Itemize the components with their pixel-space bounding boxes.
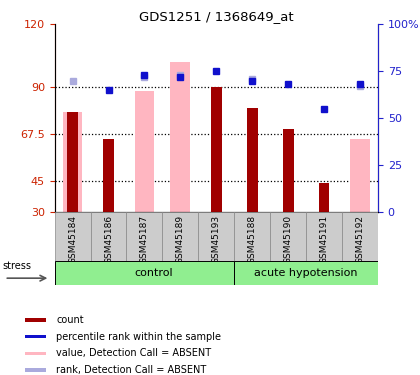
Bar [211,87,222,212]
Bar [283,129,294,212]
Text: GSM45192: GSM45192 [356,215,365,264]
Bar [55,261,234,285]
Text: rank, Detection Call = ABSENT: rank, Detection Call = ABSENT [56,365,206,375]
Bar [25,318,46,321]
Text: GSM45184: GSM45184 [68,215,77,264]
Bar [55,212,91,261]
Bar [25,351,46,355]
Bar [270,212,306,261]
Text: GSM45187: GSM45187 [140,215,149,264]
Bar [25,368,46,372]
Text: acute hypotension: acute hypotension [255,268,358,278]
Bar [67,112,78,212]
Bar [198,212,234,261]
Text: GSM45189: GSM45189 [176,215,185,264]
Text: count: count [56,315,84,325]
Bar [234,212,270,261]
Bar [134,91,154,212]
Bar [306,212,342,261]
Bar [350,139,370,212]
Bar [171,62,190,212]
Bar [234,261,378,285]
Bar [25,334,46,338]
Text: control: control [134,268,173,278]
Bar [103,139,114,212]
Text: GSM45193: GSM45193 [212,215,221,264]
Text: GSM45188: GSM45188 [248,215,257,264]
Text: GSM45191: GSM45191 [320,215,328,264]
Bar [63,112,82,212]
Title: GDS1251 / 1368649_at: GDS1251 / 1368649_at [139,10,294,23]
Text: percentile rank within the sample: percentile rank within the sample [56,332,221,342]
Text: GSM45190: GSM45190 [284,215,293,264]
Bar [91,212,126,261]
Bar [163,212,198,261]
Text: stress: stress [3,261,32,271]
Bar [126,212,163,261]
Bar [247,108,257,212]
Text: GSM45186: GSM45186 [104,215,113,264]
Text: value, Detection Call = ABSENT: value, Detection Call = ABSENT [56,348,211,358]
Bar [342,212,378,261]
Bar [319,183,329,212]
